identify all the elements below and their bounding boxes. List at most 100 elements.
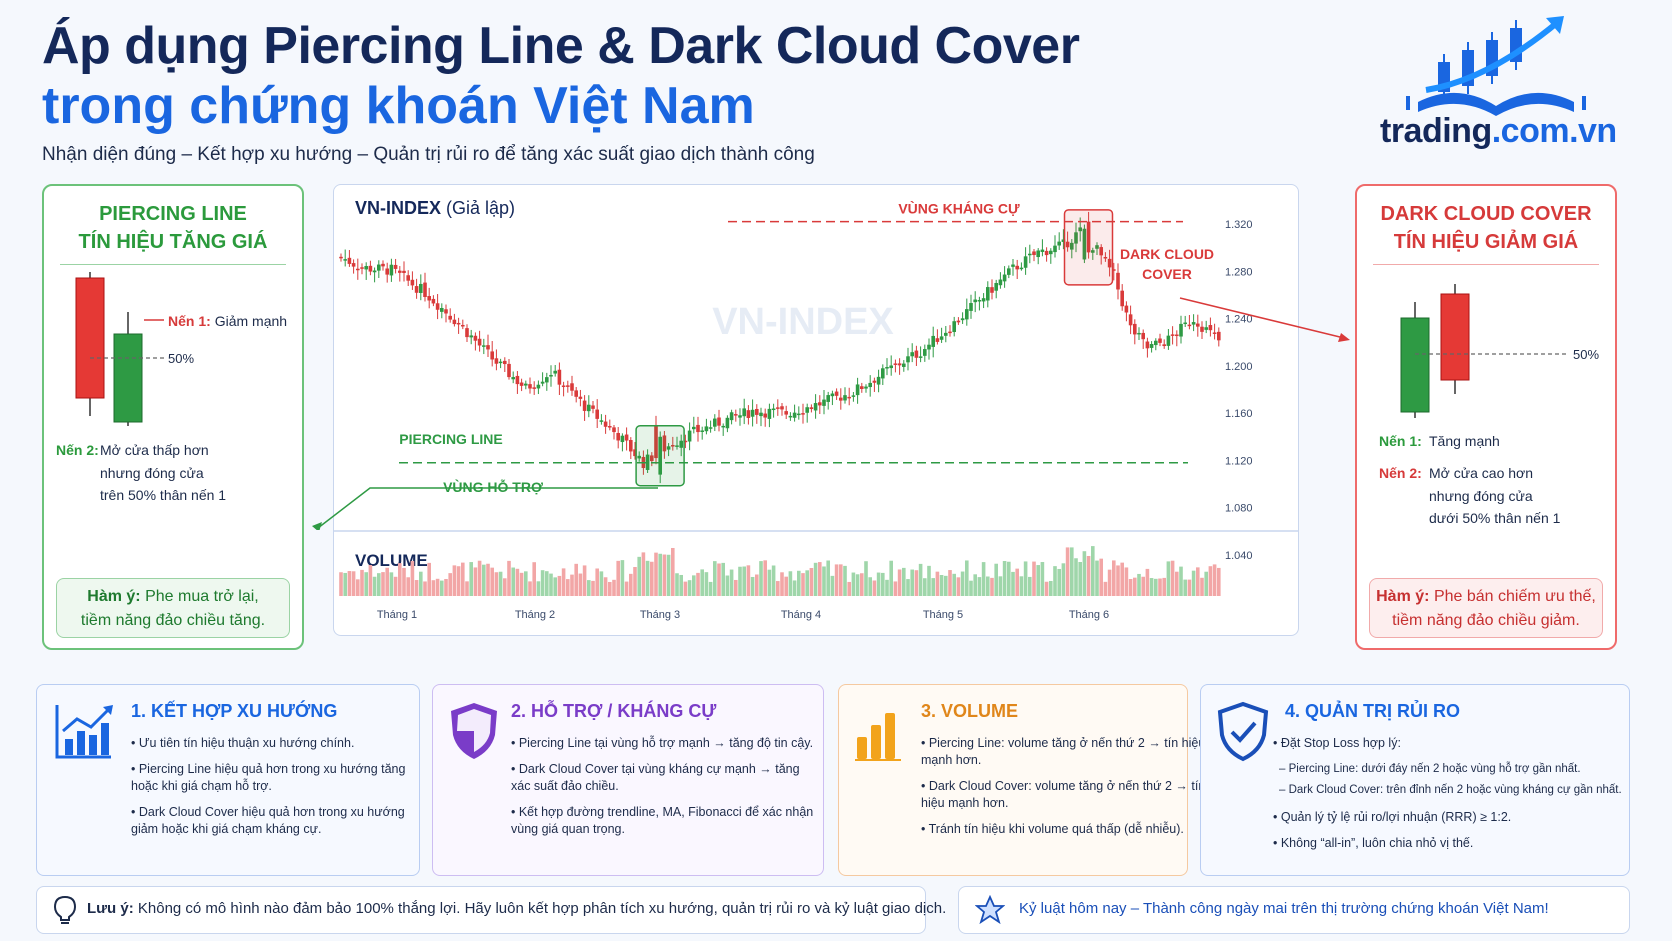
volume-bar bbox=[1128, 579, 1133, 596]
volume-bar bbox=[771, 565, 776, 596]
candle-body bbox=[713, 418, 717, 427]
candle-body bbox=[532, 387, 536, 389]
volume-bar bbox=[776, 581, 780, 596]
candle-body bbox=[608, 426, 612, 428]
dark-cloud-label: DARK CLOUD bbox=[1120, 246, 1214, 262]
list-item: • Dark Cloud Cover: volume tăng ở nến th… bbox=[921, 779, 1206, 810]
candle2-note-line2: nhưng đóng cửa bbox=[100, 465, 204, 481]
volume-bar bbox=[1074, 558, 1078, 596]
candle-body bbox=[633, 449, 637, 457]
vnindex-chart: VN-INDEX VN-INDEX (Giả lập) VOLUME 1.320… bbox=[333, 198, 1299, 621]
volume-bar bbox=[524, 571, 528, 596]
candle-body bbox=[973, 299, 977, 303]
volume-bar bbox=[700, 569, 704, 596]
volume-bar bbox=[1065, 547, 1070, 596]
card-volume: 3. VOLUME • Piercing Line: volume tăng ở… bbox=[838, 684, 1205, 876]
candle-body bbox=[666, 446, 671, 450]
dark-cloud-meaning: Hàm ý: Phe bán chiếm ưu thế, tiềm năng đ… bbox=[1369, 578, 1603, 638]
candle-body bbox=[343, 259, 347, 261]
candle-body bbox=[381, 263, 385, 267]
candle-body bbox=[347, 257, 352, 264]
candle-body bbox=[855, 384, 860, 396]
candle-body bbox=[519, 382, 524, 386]
volume-bar bbox=[599, 571, 604, 596]
volume-bar bbox=[356, 579, 360, 596]
candle-body bbox=[918, 356, 923, 358]
y-tick-label: 1.280 bbox=[1225, 266, 1253, 278]
volume-bar bbox=[469, 562, 473, 596]
volume-bar bbox=[939, 575, 944, 596]
candle-body bbox=[456, 322, 461, 325]
volume-bar bbox=[780, 572, 784, 596]
volume-bar bbox=[368, 564, 373, 596]
candle-body bbox=[1061, 239, 1066, 242]
volume-bar bbox=[498, 571, 503, 596]
volume-bar bbox=[1057, 568, 1061, 596]
volume-bar bbox=[519, 572, 524, 596]
volume-bar bbox=[994, 563, 998, 596]
piercing-meaning: Hàm ý: Phe mua trở lại, tiềm năng đảo ch… bbox=[56, 578, 290, 638]
volume-bar bbox=[759, 561, 763, 596]
x-tick-label: Tháng 3 bbox=[640, 609, 680, 621]
candle-body bbox=[809, 407, 814, 410]
candle-body bbox=[1120, 290, 1124, 307]
candle-body bbox=[473, 335, 478, 341]
volume-bar bbox=[574, 563, 578, 596]
candle-body bbox=[914, 350, 919, 358]
candle-body bbox=[360, 267, 364, 269]
candle-body bbox=[595, 409, 599, 419]
candle-body bbox=[927, 344, 931, 350]
candle-body bbox=[696, 424, 700, 433]
candle-body bbox=[402, 270, 406, 273]
volume-bar bbox=[998, 576, 1003, 596]
volume-bar bbox=[1120, 562, 1124, 596]
volume-bar bbox=[1032, 561, 1036, 596]
candle-body bbox=[687, 430, 692, 442]
candle-body bbox=[452, 319, 457, 325]
candle-body bbox=[994, 282, 998, 291]
candle-body bbox=[876, 376, 881, 385]
candle-body bbox=[792, 412, 797, 418]
volume-bar bbox=[1187, 579, 1192, 596]
card-trend: 1. KẾT HỢP XU HƯỚNG • Ưu tiên tín hiệu t… bbox=[36, 684, 420, 876]
candle-body bbox=[1162, 344, 1166, 347]
candle-body bbox=[536, 384, 541, 389]
piercing-pointer-arrow bbox=[312, 487, 658, 530]
volume-bar bbox=[960, 571, 965, 596]
candle-body bbox=[398, 270, 402, 273]
candle-body bbox=[372, 270, 377, 273]
candle-body bbox=[427, 296, 431, 301]
candle1-note: Nến 1: Giảm mạnh bbox=[168, 313, 288, 329]
candle-body bbox=[864, 386, 868, 389]
volume-bar bbox=[612, 579, 616, 596]
volume-bar bbox=[671, 547, 675, 596]
volume-bar bbox=[414, 580, 419, 596]
candle-body bbox=[637, 455, 641, 459]
volume-bar bbox=[805, 570, 809, 596]
volume-bar bbox=[973, 574, 977, 596]
volume-bar bbox=[1154, 578, 1158, 596]
candle-body bbox=[448, 315, 452, 320]
chart-title: VN-INDEX (Giả lập) bbox=[355, 198, 515, 218]
volume-bar bbox=[343, 572, 347, 596]
volume-bar bbox=[1091, 546, 1095, 596]
volume-bar bbox=[918, 563, 923, 596]
candle2-note-line3: dưới 50% thân nến 1 bbox=[1429, 510, 1561, 526]
volume-bar bbox=[1137, 573, 1141, 596]
lightbulb-icon bbox=[53, 895, 77, 924]
candle2-note-line2: nhưng đóng cửa bbox=[1429, 488, 1533, 504]
volume-bar bbox=[637, 556, 641, 596]
candle-body bbox=[1057, 241, 1061, 246]
volume-bar bbox=[1208, 566, 1213, 596]
volume-bar bbox=[1204, 571, 1208, 596]
candle-body bbox=[1074, 232, 1078, 244]
volume-bar bbox=[1023, 561, 1028, 596]
volume-bar bbox=[679, 574, 683, 596]
volume-bar bbox=[624, 581, 629, 596]
candle-body bbox=[893, 363, 898, 365]
piercing-label: PIERCING LINE bbox=[399, 431, 502, 447]
candle-body bbox=[788, 415, 793, 418]
volume-bar bbox=[687, 580, 692, 596]
candle-body bbox=[986, 287, 990, 301]
candle-body bbox=[578, 396, 583, 399]
